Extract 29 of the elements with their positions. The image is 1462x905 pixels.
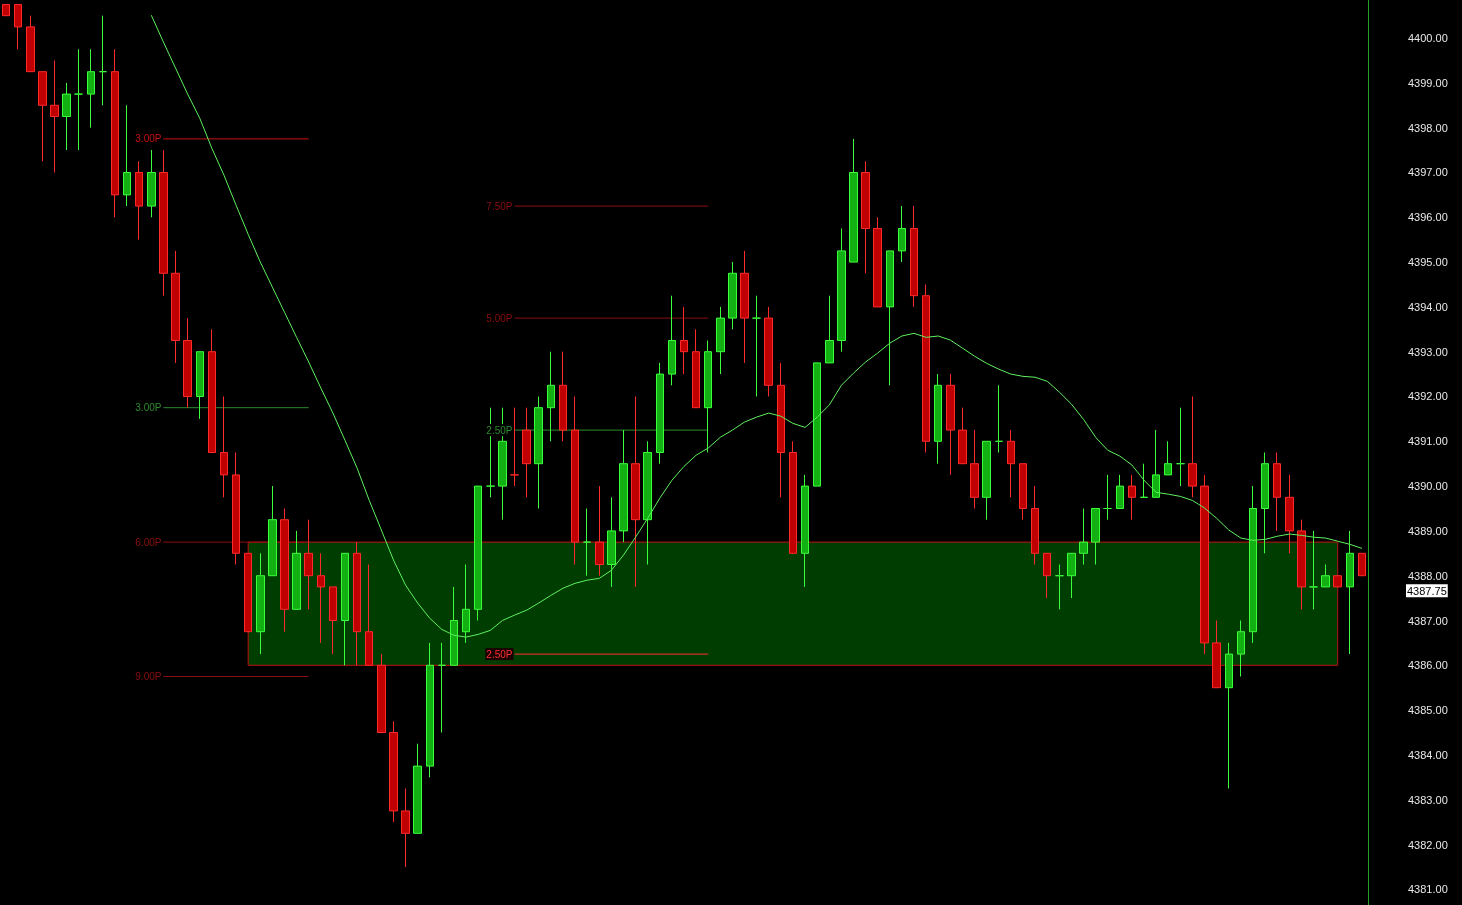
y-tick-label: 4396.00 bbox=[1408, 211, 1448, 224]
y-tick-label: 4393.00 bbox=[1408, 345, 1448, 358]
y-tick-label: 4386.00 bbox=[1408, 659, 1448, 672]
ref-line-label: 3.00P bbox=[135, 133, 162, 145]
ref-line-label: 7.50P bbox=[486, 200, 513, 212]
y-tick-label: 4384.00 bbox=[1408, 748, 1448, 761]
y-tick-label: 4392.00 bbox=[1408, 390, 1448, 403]
y-tick-label: 4400.00 bbox=[1408, 32, 1448, 45]
y-tick-label: 4381.00 bbox=[1408, 883, 1448, 896]
y-tick-label: 4385.00 bbox=[1408, 704, 1448, 717]
ref-line-label: 2.50P bbox=[486, 648, 513, 660]
y-tick-label: 4398.00 bbox=[1408, 121, 1448, 134]
text: 4387.75 bbox=[1407, 584, 1447, 597]
y-tick-label: 4388.00 bbox=[1408, 569, 1448, 582]
y-tick-label: 4387.00 bbox=[1408, 614, 1448, 627]
ref-line-label: 5.00P bbox=[486, 312, 513, 324]
y-tick-label: 4397.00 bbox=[1408, 166, 1448, 179]
y-tick-label: 4390.00 bbox=[1408, 480, 1448, 493]
y-tick-label: 4389.00 bbox=[1408, 524, 1448, 537]
ref-line-label: 2.50P bbox=[486, 424, 513, 436]
y-tick-label: 4399.00 bbox=[1408, 76, 1448, 89]
ref-line-label: 9.00P bbox=[135, 671, 162, 683]
y-tick-label: 4395.00 bbox=[1408, 256, 1448, 269]
ref-line-label: 6.00P bbox=[135, 536, 162, 548]
ref-line-label: 3.00P bbox=[135, 402, 162, 414]
y-tick-label: 4391.00 bbox=[1408, 435, 1448, 448]
y-tick-label: 4383.00 bbox=[1408, 793, 1448, 806]
y-tick-label: 4382.00 bbox=[1408, 838, 1448, 851]
y-tick-label: 4394.00 bbox=[1408, 300, 1448, 313]
